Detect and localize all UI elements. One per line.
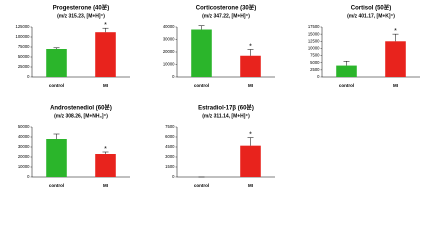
bar bbox=[240, 145, 261, 177]
bar bbox=[385, 41, 406, 77]
chart-title: Androstenediol (60분) bbox=[50, 104, 112, 112]
bar bbox=[95, 154, 116, 177]
x-tick-label: MI bbox=[248, 83, 253, 88]
y-tick-label: 6000 bbox=[165, 134, 175, 139]
page: {"chart_data": [ {"type": "bar", "title"… bbox=[15, 3, 420, 189]
y-tick-label: 10000 bbox=[308, 46, 320, 51]
bar bbox=[46, 139, 67, 177]
chart-subtitle: (m/z 315.23, [M+H]⁺) bbox=[57, 13, 105, 19]
significance-mark: * bbox=[249, 43, 252, 50]
x-tick-label: MI bbox=[103, 83, 108, 88]
significance-mark: * bbox=[249, 132, 252, 139]
significance-mark: * bbox=[394, 28, 397, 35]
y-tick-label: 40000 bbox=[163, 24, 175, 29]
error-bar bbox=[392, 33, 399, 42]
bar bbox=[191, 29, 212, 77]
y-tick-label: 30000 bbox=[18, 144, 30, 149]
significance-mark: * bbox=[104, 22, 107, 29]
y-tick-label: 100000 bbox=[16, 34, 31, 39]
y-tick-label: 10000 bbox=[163, 62, 175, 67]
y-tick-label: 1500 bbox=[165, 164, 175, 169]
chart-subtitle: (m/z 401.17, [M+K]⁺) bbox=[347, 13, 395, 19]
y-tick-label: 3000 bbox=[165, 154, 175, 159]
y-tick-label: 0 bbox=[317, 74, 320, 79]
x-tick-label: MI bbox=[103, 183, 108, 188]
chart-title: Progesterone (40분) bbox=[53, 4, 110, 12]
x-tick-label: MI bbox=[248, 183, 253, 188]
y-tick-label: 75000 bbox=[18, 44, 30, 49]
x-tick-label: control bbox=[339, 83, 354, 88]
y-tick-label: 50000 bbox=[18, 124, 30, 129]
bar bbox=[336, 65, 357, 77]
significance-mark: * bbox=[104, 146, 107, 153]
figure: Progesterone (40분)(m/z 315.23, [M+H]⁺) 0 2… bbox=[16, 4, 420, 188]
chart-title: Estradiol-17β (60분) bbox=[198, 104, 254, 112]
error-bar bbox=[247, 49, 254, 56]
y-tick-label: 0 bbox=[172, 174, 175, 179]
y-tick-label: 2500 bbox=[310, 67, 320, 72]
chart-subtitle: (m/z 308.26, [M+NH₄]⁺) bbox=[54, 113, 108, 119]
y-tick-label: 7500 bbox=[165, 124, 175, 129]
y-tick-label: 10000 bbox=[18, 164, 30, 169]
y-tick-label: 50000 bbox=[18, 54, 30, 59]
y-tick-label: 0 bbox=[27, 174, 30, 179]
y-tick-label: 5000 bbox=[310, 60, 320, 65]
y-tick-label: 17500 bbox=[308, 24, 320, 29]
x-tick-label: control bbox=[194, 83, 209, 88]
chart-title: Cortisol (50분) bbox=[351, 4, 392, 12]
x-tick-label: MI bbox=[393, 83, 398, 88]
x-tick-label: control bbox=[194, 183, 209, 188]
y-tick-label: 7500 bbox=[310, 53, 320, 58]
y-tick-label: 0 bbox=[172, 74, 175, 79]
bar bbox=[46, 49, 67, 77]
chart-title: Corticosterone (30분) bbox=[196, 4, 257, 12]
y-tick-label: 0 bbox=[27, 74, 30, 79]
error-bar bbox=[247, 137, 254, 146]
bar bbox=[95, 32, 116, 77]
y-tick-label: 12500 bbox=[308, 38, 320, 43]
y-tick-label: 4500 bbox=[165, 144, 175, 149]
error-bar bbox=[53, 133, 60, 139]
error-bar bbox=[53, 47, 60, 49]
error-bar bbox=[198, 25, 205, 30]
y-tick-label: 25000 bbox=[18, 64, 30, 69]
y-tick-label: 40000 bbox=[18, 134, 30, 139]
x-tick-label: control bbox=[49, 83, 64, 88]
bar bbox=[240, 55, 261, 77]
chart-subtitle: (m/z 311.14, [M+H]⁺) bbox=[202, 113, 250, 119]
error-bar bbox=[102, 27, 109, 33]
error-bar bbox=[343, 61, 350, 66]
y-tick-label: 20000 bbox=[163, 49, 175, 54]
x-tick-label: control bbox=[49, 183, 64, 188]
chart-subtitle: (m/z 347.22, [M+H]⁺) bbox=[202, 13, 250, 19]
y-tick-label: 125000 bbox=[16, 24, 31, 29]
y-tick-label: 15000 bbox=[308, 31, 320, 36]
y-tick-label: 30000 bbox=[163, 37, 175, 42]
error-bar bbox=[102, 151, 109, 154]
y-tick-label: 20000 bbox=[18, 154, 30, 159]
